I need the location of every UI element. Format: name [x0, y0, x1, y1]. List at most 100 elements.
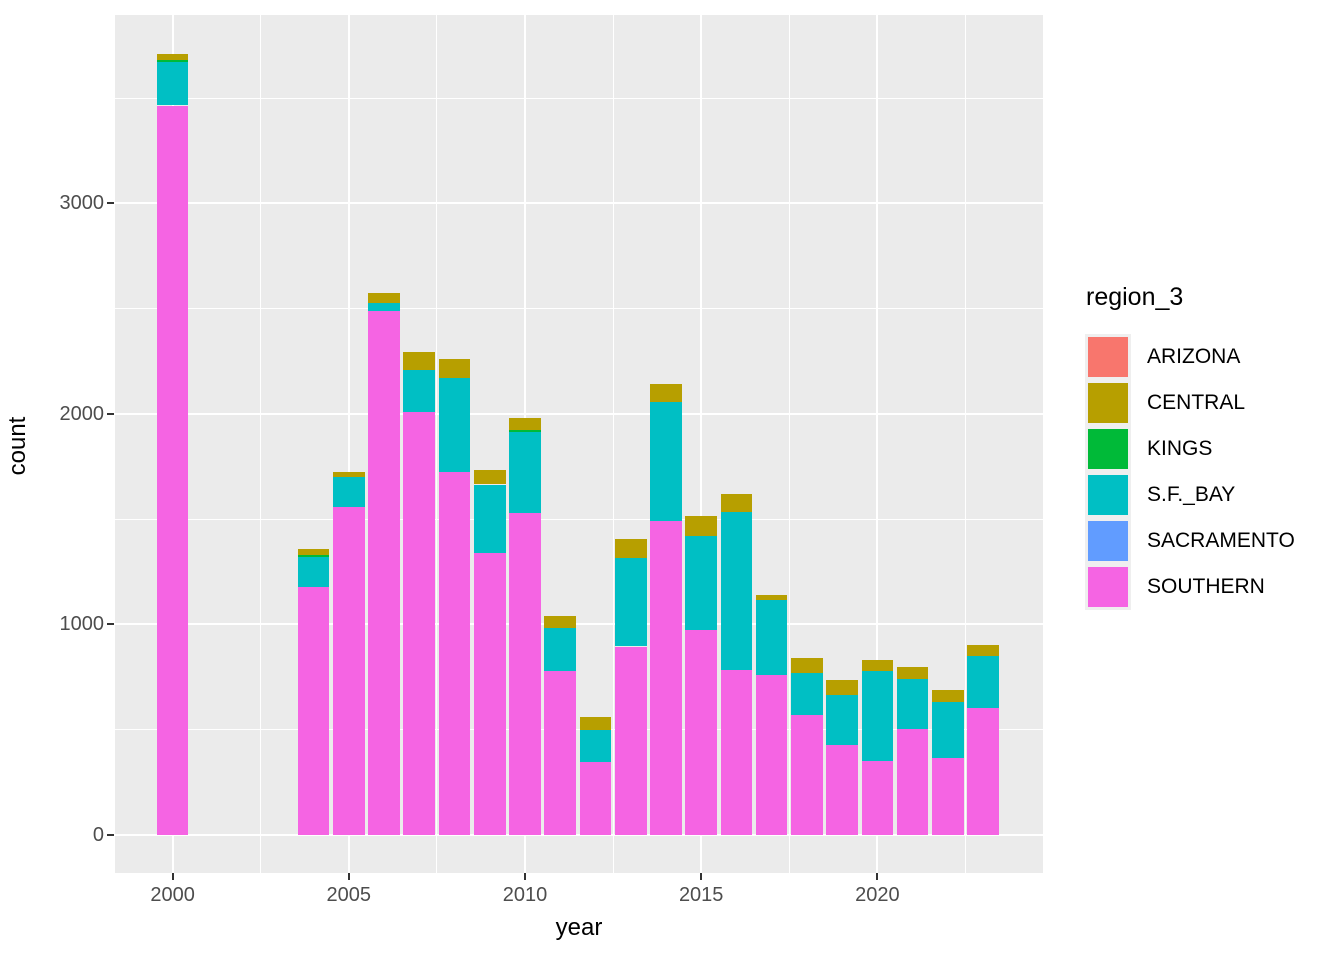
x-tick-mark [876, 873, 879, 880]
minor-gridline-h [115, 308, 1043, 310]
bar-segment-s.f._bay [438, 378, 471, 472]
legend-label: ARIZONA [1147, 345, 1241, 368]
legend-entry: S.F._BAY [1085, 472, 1340, 518]
y-tick-mark [107, 412, 114, 415]
bar-segment-s.f._bay [650, 402, 682, 522]
legend-label: KINGS [1147, 437, 1213, 460]
bar-segment-southern [438, 471, 471, 835]
bar-segment-southern [791, 715, 823, 835]
minor-gridline-v [436, 15, 438, 873]
bar-segment-s.f._bay [932, 702, 964, 759]
bar-segment-s.f._bay [720, 511, 753, 670]
bar-segment-southern [579, 762, 612, 835]
bar-segment-southern [826, 744, 858, 835]
x-tick-label: 2000 [150, 884, 195, 906]
bar-segment-s.f._bay [896, 679, 929, 729]
legend-label: SOUTHERN [1147, 575, 1265, 598]
y-tick-label: 0 [92, 824, 104, 846]
bar-segment-s.f._bay [967, 656, 999, 708]
bar-segment-s.f._bay [544, 627, 577, 671]
bar-segment-s.f._bay [685, 536, 717, 630]
bar-segment-southern [156, 105, 189, 835]
bar-segment-s.f._bay [509, 431, 541, 513]
x-tick-mark [700, 873, 703, 880]
bar-segment-central [579, 717, 612, 730]
legend-label: CENTRAL [1147, 391, 1246, 414]
y-axis-title: count [4, 416, 31, 476]
bar-segment-central [368, 292, 400, 304]
bar-segment-southern [967, 707, 999, 835]
x-tick-label: 2005 [326, 884, 372, 906]
major-gridline-h [115, 623, 1043, 626]
x-tick-mark [347, 873, 350, 880]
minor-gridline-h [115, 97, 1043, 99]
minor-gridline-v [788, 15, 790, 873]
bar-segment-kings [156, 60, 189, 63]
bar-segment-s.f._bay [332, 477, 365, 507]
bar-segment-s.f._bay [368, 303, 400, 311]
y-tick-mark [107, 834, 114, 836]
bar-segment-central [509, 418, 541, 430]
x-tick-mark [171, 873, 174, 880]
bar-segment-central [473, 469, 506, 485]
bar-segment-southern [755, 675, 788, 835]
legend-swatch-sacramento [1088, 521, 1128, 561]
minor-gridline-v [260, 15, 262, 873]
bar-segment-southern [368, 310, 400, 835]
legend: region_3 ARIZONA CENTRAL KINGS S.F._BAY SACR… [1085, 283, 1340, 610]
bar-segment-s.f._bay [791, 672, 823, 715]
major-gridline-v [876, 15, 879, 873]
bar-segment-southern [650, 521, 682, 835]
bar-segment-central [967, 644, 999, 657]
legend-title: region_3 [1086, 283, 1184, 311]
legend-key [1085, 518, 1131, 564]
bar-segment-s.f._bay [755, 600, 788, 675]
bar-segment-southern [473, 552, 506, 835]
bar-segment-central [438, 359, 471, 379]
bar-segment-central [544, 616, 577, 628]
bar-segment-kings [297, 555, 330, 558]
y-tick-mark [107, 202, 114, 205]
major-gridline-h [115, 412, 1043, 415]
bar-segment-southern [403, 411, 436, 835]
bar-segment-southern [544, 670, 577, 835]
bar-segment-s.f._bay [156, 62, 189, 106]
bar-segment-southern [509, 512, 541, 835]
bar-segment-southern [685, 629, 717, 835]
major-gridline-h [115, 202, 1043, 205]
bar-segment-central [650, 384, 682, 403]
legend-entry: KINGS [1085, 426, 1340, 472]
legend-key [1085, 426, 1131, 472]
legend-entry: SACRAMENTO [1085, 518, 1340, 564]
major-gridline-v [700, 15, 703, 873]
bar-segment-s.f._bay [861, 670, 894, 762]
bar-segment-kings [509, 429, 541, 432]
legend-key [1085, 564, 1131, 610]
x-tick-label: 2020 [855, 884, 900, 906]
bar-segment-central [826, 680, 858, 695]
y-tick-label: 2000 [59, 402, 105, 425]
y-tick-label: 1000 [59, 613, 105, 636]
bar-segment-central [614, 539, 647, 559]
bar-segment-central [861, 660, 894, 671]
bar-segment-s.f._bay [579, 729, 612, 763]
bar-segment-central [332, 471, 365, 478]
x-axis-title: year [555, 914, 603, 941]
legend-key [1085, 380, 1131, 426]
bar-segment-central [932, 689, 964, 703]
x-tick-label: 2010 [502, 884, 548, 906]
bar-segment-central [720, 493, 753, 512]
bar-segment-s.f._bay [614, 558, 647, 647]
legend-swatch-kings [1088, 429, 1128, 469]
bar-segment-central [403, 351, 436, 370]
legend-label: S.F._BAY [1147, 483, 1236, 506]
bar-segment-southern [932, 758, 964, 835]
legend-swatch-arizona [1088, 337, 1128, 377]
plot-panel [115, 15, 1043, 873]
minor-gridline-v [965, 15, 966, 873]
legend-swatch-southern [1088, 567, 1128, 607]
bar-segment-southern [297, 586, 330, 835]
legend-entry: SOUTHERN [1085, 564, 1340, 610]
minor-gridline-v [612, 15, 614, 873]
